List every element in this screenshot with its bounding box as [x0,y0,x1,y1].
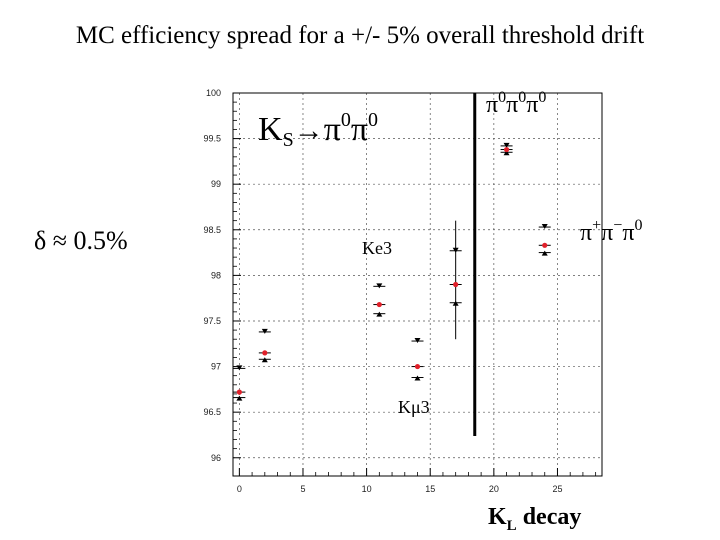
three-pi0-sup3: 0 [538,89,546,106]
pipipi-sup1: + [592,217,601,234]
ks-annotation: KS→π0π0 [258,109,378,151]
upper-point [503,142,510,148]
pipipi-pi1: π [580,220,592,246]
ks-pi1: π [324,111,341,148]
ks-sup1: 0 [341,109,351,131]
nominal-point [542,242,548,248]
lower-point [452,300,459,306]
y-tick-label: 98.5 [203,225,221,235]
y-tick-label: 100 [206,88,221,98]
nominal-point [236,389,242,395]
nominal-point [262,350,268,356]
upper-point [261,328,268,334]
nominal-point [376,301,382,308]
ks-main: K [258,111,283,148]
nominal-point [503,146,510,153]
upper-point [236,365,243,371]
x-axis-label-sub: L [507,518,517,534]
y-tick-label: 98 [211,270,221,280]
lower-point [261,357,268,363]
ks-pi2: π [351,111,368,148]
y-tick-layer: 96 96.5 97 97.5 98 98.5 99 99.5 100 [203,88,241,463]
x-axis-label: KL decay [488,504,581,534]
pipipi-sup3: 0 [634,217,642,234]
three-pi0-pi1: π [486,92,498,118]
y-tick-label: 97.5 [203,316,221,326]
lower-point [414,375,421,381]
x-tick-label: 25 [552,484,562,494]
three-pi0-pi3: π [526,92,538,118]
ks-sub: S [283,129,294,151]
three-pi0-pi2: π [506,92,518,118]
three-pi0-sup1: 0 [498,89,506,106]
pipipi-pi3: π [622,220,634,246]
y-tick-label: 99 [211,179,221,189]
pipipi-sup2: − [613,217,622,234]
x-tick-label: 10 [362,484,372,494]
y-tick-label: 96 [211,453,221,463]
ks-arrow: → [294,114,324,147]
nominal-point [414,363,421,370]
lower-point [541,250,548,256]
lower-point [503,150,510,156]
delta-spread-label: δ ≈ 0.5% [34,226,128,255]
x-axis-label-tail: decay [517,504,582,530]
upper-point [541,224,548,230]
lower-point [376,311,383,317]
x-tick-label: 15 [425,484,435,494]
x-tick-label: 20 [489,484,499,494]
y-tick-label: 99.5 [203,134,221,144]
pipipi-annotation: π+π−π0 [580,217,642,246]
kmu3-annotation: Kμ3 [398,397,430,417]
y-tick-label: 96.5 [203,407,221,417]
upper-point [452,247,459,253]
nominal-point [453,281,459,288]
ke3-annotation: Ke3 [362,238,392,258]
page-title: MC efficiency spread for a +/- 5% overal… [75,22,645,49]
upper-point [376,283,383,289]
upper-point [414,338,421,344]
x-tick-label: 5 [300,484,305,494]
pipipi-pi2: π [601,220,613,246]
ks-sup2: 0 [368,109,378,131]
lower-point [236,395,243,401]
x-tick-layer: 0 5 10 15 20 25 [237,468,597,494]
x-axis-label-main: K [488,504,507,530]
three-pi0-sup2: 0 [518,89,526,106]
y-tick-label: 97 [211,362,221,372]
points-layer [233,142,551,401]
three-pi0-annotation: π0π0π0 [486,89,546,118]
x-tick-label: 0 [237,484,242,494]
